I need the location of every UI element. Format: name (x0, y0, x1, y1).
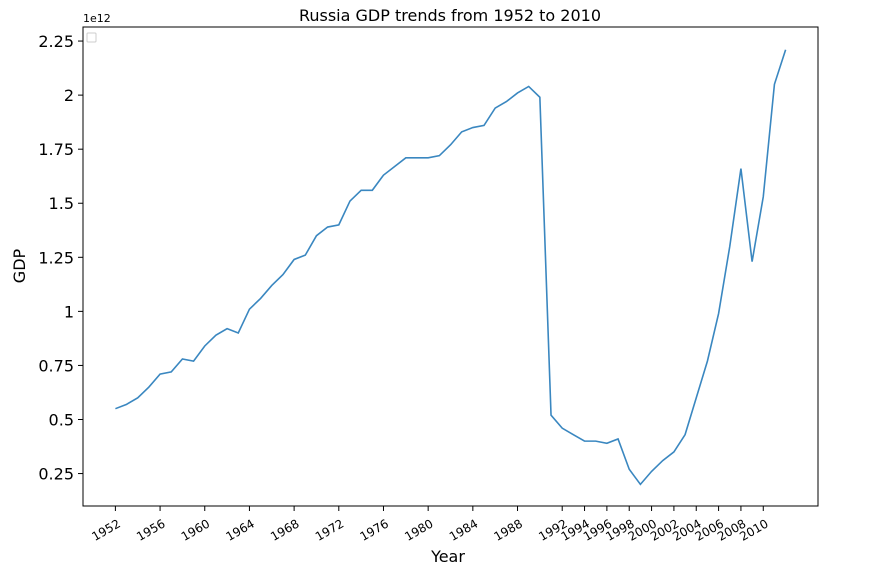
y-tick-label: 2 (64, 86, 74, 105)
y-tick-label: 0.25 (38, 465, 74, 484)
legend-box (86, 32, 97, 43)
y-offset-label: 1e12 (83, 12, 111, 25)
x-tick-label: 1976 (358, 516, 391, 543)
x-axis-label: Year (430, 547, 465, 566)
x-tick-label: 1980 (402, 516, 435, 543)
y-tick-label: 1.25 (38, 248, 74, 267)
x-tick-label: 1968 (268, 516, 301, 543)
y-tick-label: 0.5 (49, 410, 74, 429)
data-line (115, 49, 787, 486)
y-axis-label: GDP (10, 248, 29, 283)
chart-title: Russia GDP trends from 1952 to 2010 (299, 6, 601, 25)
x-tick-label: 1956 (134, 516, 167, 543)
y-tick-label: 1.5 (49, 194, 74, 213)
y-tick-label: 0.75 (38, 356, 74, 375)
y-tick-label: 1.75 (38, 140, 74, 159)
x-tick-label: 1952 (89, 516, 122, 543)
x-tick-label: 1984 (447, 516, 480, 543)
y-tick-label: 2.25 (38, 32, 74, 51)
x-tick-label: 1972 (313, 516, 346, 543)
y-tick-label: 1 (64, 302, 74, 321)
x-tick-label: 1960 (179, 516, 212, 543)
plot-frame (82, 26, 819, 507)
x-tick-label: 1988 (492, 516, 525, 543)
x-tick-label: 1964 (223, 516, 256, 543)
